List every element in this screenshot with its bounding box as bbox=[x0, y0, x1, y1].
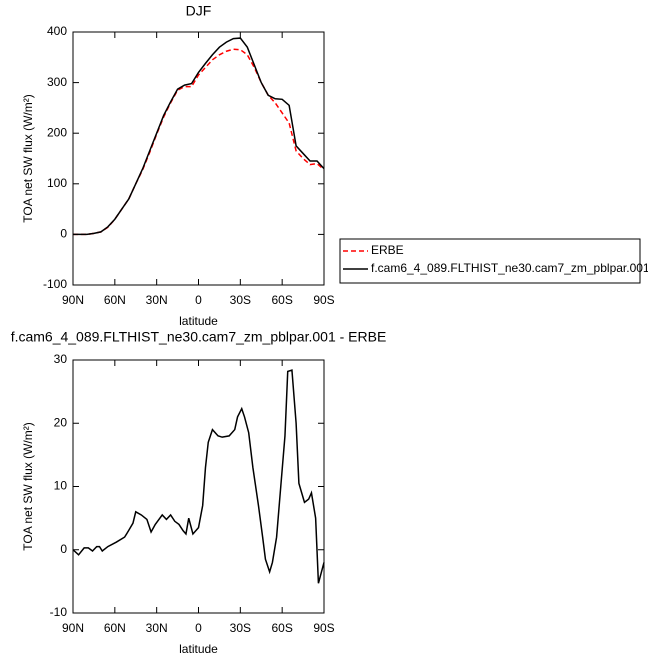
chart-title: DJF bbox=[186, 3, 212, 19]
x-axis-label: latitude bbox=[179, 642, 218, 656]
y-tick-label: 0 bbox=[60, 542, 67, 556]
data-line bbox=[73, 48, 325, 236]
y-tick-label: 0 bbox=[60, 227, 67, 241]
x-tick-label: 0 bbox=[195, 621, 202, 635]
x-tick-label: 0 bbox=[195, 293, 202, 307]
y-tick-label: 20 bbox=[54, 415, 68, 429]
y-tick-label: -100 bbox=[43, 277, 67, 291]
y-tick-label: 200 bbox=[47, 125, 67, 139]
y-tick-label: 300 bbox=[47, 75, 67, 89]
x-tick-label: 90N bbox=[62, 293, 84, 307]
x-tick-label: 90N bbox=[62, 621, 84, 635]
y-axis-label: TOA net SW flux (W/m²) bbox=[21, 422, 35, 550]
y-tick-label: -10 bbox=[50, 605, 68, 619]
legend-label: f.cam6_4_089.FLTHIST_ne30.cam7_zm_pblpar… bbox=[371, 261, 648, 275]
plot-frame bbox=[72, 359, 325, 614]
y-tick-label: 30 bbox=[54, 352, 68, 366]
chart-title: f.cam6_4_089.FLTHIST_ne30.cam7_zm_pblpar… bbox=[11, 329, 387, 345]
x-tick-label: 90S bbox=[313, 621, 334, 635]
legend-box bbox=[339, 238, 641, 284]
data-line bbox=[73, 37, 325, 236]
plot-frame bbox=[72, 31, 325, 286]
x-tick-label: 60S bbox=[271, 293, 292, 307]
x-tick-label: 90S bbox=[313, 293, 334, 307]
data-line bbox=[72, 369, 325, 584]
x-tick-label: 60S bbox=[271, 621, 292, 635]
x-tick-label: 60N bbox=[104, 293, 126, 307]
x-tick-label: 30S bbox=[230, 293, 251, 307]
x-tick-label: 30N bbox=[146, 621, 168, 635]
y-tick-label: 400 bbox=[47, 24, 67, 38]
x-tick-label: 60N bbox=[104, 621, 126, 635]
y-tick-label: 10 bbox=[54, 479, 68, 493]
legend-label: ERBE bbox=[371, 243, 404, 257]
x-tick-label: 30N bbox=[146, 293, 168, 307]
y-axis-label: TOA net SW flux (W/m²) bbox=[21, 94, 35, 222]
y-tick-label: 100 bbox=[47, 176, 67, 190]
x-tick-label: 30S bbox=[230, 621, 251, 635]
x-axis-label: latitude bbox=[179, 314, 218, 328]
